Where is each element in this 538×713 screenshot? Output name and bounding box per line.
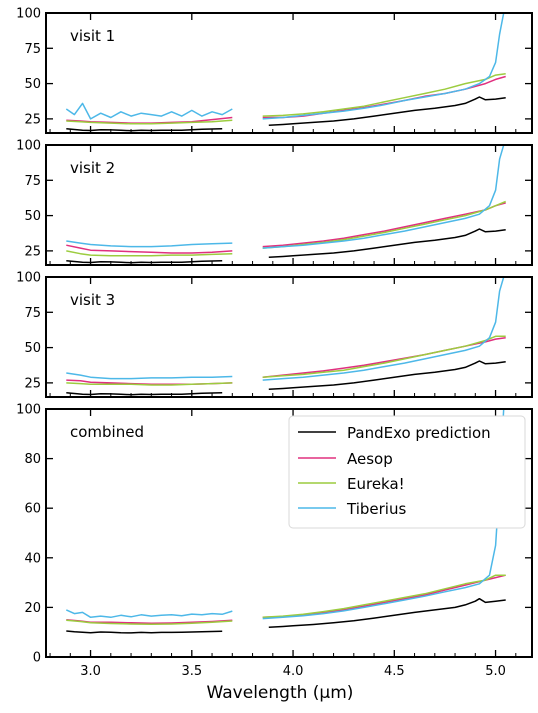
- panel-label-combined: combined: [70, 423, 144, 441]
- panel-visit-3-frame: [45, 276, 533, 398]
- panel-combined: 0 20 40 60 80 100 combined 3.0 3.5 4.0 4.5 5.0: [16, 403, 533, 679]
- series-line-aesop-visit-2-segment-2: [262, 202, 506, 248]
- x-tick-label-5: 5.0: [485, 664, 506, 679]
- panel-visit-3-series: [66, 277, 506, 396]
- series-line-eureka-visit-2-segment-2: [262, 200, 506, 249]
- y-tick-label-visit-3-75: 75: [24, 306, 41, 321]
- legend-label-pandexo-prediction: PandExo prediction: [347, 424, 491, 442]
- y-tick-label-combined-40: 40: [24, 551, 41, 566]
- series-line-tiberius-visit-3-segment-1: [66, 372, 233, 380]
- x-tick-label-3: 3.0: [80, 664, 101, 679]
- series-line-eureka-combined-segment-2: [262, 574, 506, 619]
- panels: 25 50 75 100 visit 1 25 50 75 100 visit 2 25 50 75 10…: [16, 7, 533, 679]
- y-tick-label-visit-1-100: 100: [16, 7, 41, 22]
- x-tick-label-3.5: 3.5: [181, 664, 202, 679]
- y-tick-label-visit-3-100: 100: [16, 271, 41, 286]
- series-line-pandexo-prediction-visit-3-segment-2: [268, 360, 506, 390]
- panel-combined-frame: [45, 408, 533, 658]
- legend-label-aesop: Aesop: [347, 450, 393, 468]
- series-line-pandexo-prediction-visit-1-segment-2: [268, 96, 506, 126]
- series-line-aesop-combined-segment-2: [262, 574, 506, 619]
- series-line-eureka-combined-segment-1: [66, 619, 233, 626]
- y-tick-label-combined-0: 0: [33, 651, 41, 666]
- series-line-tiberius-visit-3-segment-2: [262, 277, 505, 381]
- y-tick-label-visit-2-25: 25: [24, 244, 41, 259]
- x-tick-label-4.5: 4.5: [384, 664, 405, 679]
- series-line-eureka-visit-1-segment-1: [66, 119, 233, 125]
- series-line-pandexo-prediction-visit-1-segment-1: [66, 128, 223, 132]
- series-line-eureka-visit-1-segment-2: [262, 72, 506, 117]
- panel-visit-2: 25 50 75 100 visit 2: [16, 139, 533, 266]
- series-line-pandexo-prediction-combined-segment-1: [66, 630, 223, 634]
- y-tick-label-visit-1-75: 75: [24, 42, 41, 57]
- legend-label-tiberius: Tiberius: [346, 500, 406, 518]
- panel-visit-1-series: [65, 13, 506, 132]
- series-line-tiberius-visit-2-segment-2: [262, 145, 505, 249]
- panel-visit-1: 25 50 75 100 visit 1: [16, 7, 533, 134]
- series-line-pandexo-prediction-visit-2-segment-2: [268, 228, 506, 258]
- y-tick-label-combined-100: 100: [16, 403, 41, 418]
- x-tick-label-4: 4.0: [283, 664, 304, 679]
- y-tick-label-combined-60: 60: [24, 502, 41, 517]
- y-tick-label-visit-1-50: 50: [24, 77, 41, 92]
- series-line-aesop-visit-3-segment-2: [262, 336, 506, 378]
- series-line-eureka-visit-2-segment-1: [66, 250, 233, 257]
- series-line-pandexo-prediction-combined-segment-2: [268, 597, 506, 628]
- legend: PandExo prediction Aesop Eureka! Tiberiu…: [288, 415, 526, 529]
- x-axis-title: Wavelength (μm): [207, 683, 354, 703]
- panel-label-visit-2: visit 2: [70, 159, 115, 177]
- legend-label-eureka: Eureka!: [347, 475, 405, 493]
- panel-visit-3: 25 50 75 100 visit 3: [16, 271, 533, 398]
- y-tick-label-visit-3-25: 25: [24, 376, 41, 391]
- panel-visit-2-series: [66, 145, 506, 264]
- y-tick-label-combined-80: 80: [24, 452, 41, 467]
- panel-combined-series: [65, 409, 506, 634]
- series-line-tiberius-visit-1-segment-1: [65, 102, 233, 120]
- series-line-pandexo-prediction-visit-2-segment-1: [66, 260, 223, 264]
- legend-box: [288, 415, 526, 529]
- panel-label-visit-1: visit 1: [70, 27, 115, 45]
- series-line-eureka-visit-3-segment-1: [66, 382, 233, 386]
- y-tick-label-visit-2-75: 75: [24, 174, 41, 189]
- series-line-aesop-visit-2-segment-1: [66, 244, 233, 254]
- series-line-tiberius-visit-2-segment-1: [66, 240, 233, 248]
- y-tick-label-visit-1-25: 25: [24, 112, 41, 127]
- panel-label-visit-3: visit 3: [70, 291, 115, 309]
- series-line-pandexo-prediction-visit-3-segment-1: [66, 392, 223, 396]
- series-line-tiberius-combined-segment-1: [65, 609, 233, 619]
- y-tick-label-visit-3-50: 50: [24, 341, 41, 356]
- panel-visit-2-frame: [45, 144, 533, 266]
- y-tick-label-combined-20: 20: [24, 601, 41, 616]
- y-tick-label-visit-2-50: 50: [24, 209, 41, 224]
- series-line-tiberius-visit-1-segment-2: [262, 13, 505, 120]
- panel-visit-1-frame: [45, 12, 533, 134]
- y-tick-label-visit-2-100: 100: [16, 139, 41, 154]
- series-line-eureka-visit-3-segment-2: [262, 335, 506, 378]
